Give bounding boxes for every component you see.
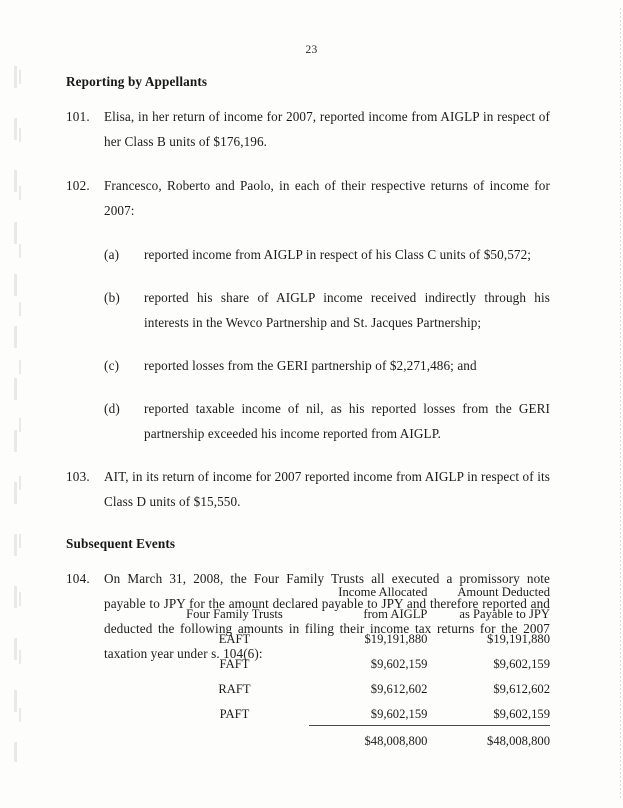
column-header-income-line1: Income Allocated — [338, 585, 428, 599]
column-header-trusts: Four Family Trusts — [186, 606, 283, 621]
paragraph-text: AIT, in its return of income for 2007 re… — [104, 469, 550, 509]
paragraph-101: 101. Elisa, in her return of income for … — [66, 104, 550, 154]
list-item-text: reported taxable income of nil, as his r… — [144, 401, 550, 441]
list-item-marker: (a) — [104, 247, 120, 262]
cell-income-allocated: $9,612,602 — [370, 681, 428, 696]
list-item: (c) reported losses from the GERI partne… — [66, 353, 550, 378]
cell-trust-name: FAFT — [219, 656, 250, 671]
paragraph-103: 103. AIT, in its return of income for 20… — [66, 464, 550, 514]
cell-trust-name: EAFT — [218, 631, 251, 646]
cell-income-allocated: $19,191,880 — [364, 631, 428, 646]
cell-total-amount-deducted: $48,008,800 — [433, 725, 550, 753]
paragraph-102: 102. Francesco, Roberto and Paolo, in ea… — [66, 173, 550, 223]
list-item-marker: (b) — [104, 290, 120, 305]
table-header-row: Four Family Trusts Income Allocated from… — [160, 582, 550, 625]
cell-total-label — [160, 726, 309, 753]
list-item: (b) reported his share of AIGLP income r… — [66, 285, 550, 335]
paragraph-text: Francesco, Roberto and Paolo, in each of… — [104, 178, 550, 218]
table-row: PAFT $9,602,159 $9,602,159 — [160, 700, 550, 726]
section-heading-subsequent-events: Subsequent Events — [66, 536, 176, 551]
table-row: FAFT $9,602,159 $9,602,159 — [160, 650, 550, 675]
cell-income-allocated: $9,602,159 — [370, 706, 428, 721]
paragraph-104: 104. On March 31, 2008, the Four Family … — [66, 566, 550, 666]
paragraph-number: 102. — [66, 178, 90, 193]
trust-amounts-table: Four Family Trusts Income Allocated from… — [160, 582, 550, 753]
list-item-marker: (c) — [104, 358, 120, 373]
column-header-income-line2: from AIGLP — [363, 606, 428, 621]
list-item-text: reported his share of AIGLP income recei… — [144, 290, 550, 330]
table-total-row: $48,008,800 $48,008,800 — [160, 725, 550, 753]
cell-trust-name: PAFT — [219, 707, 250, 721]
paragraph-text: Elisa, in her return of income for 2007,… — [104, 109, 550, 149]
left-margin-scan-artifact — [14, 62, 27, 762]
list-item: (d) reported taxable income of nil, as h… — [66, 396, 550, 446]
list-item-marker: (d) — [104, 401, 120, 416]
section-heading-reporting: Reporting by Appellants — [66, 74, 208, 89]
paragraph-text: On March 31, 2008, the Four Family Trust… — [104, 571, 550, 661]
list-item-text: reported losses from the GERI partnershi… — [144, 358, 477, 373]
left-margin-scan-artifact-2 — [19, 70, 26, 760]
paragraph-number: 103. — [66, 469, 90, 484]
list-item: (a) reported income from AIGLP in respec… — [66, 242, 550, 267]
document-body: Reporting by Appellants 101. Elisa, in h… — [66, 74, 550, 685]
cell-total-income-allocated: $48,008,800 — [308, 725, 434, 753]
right-edge-scan-artifact — [620, 8, 621, 800]
cell-income-allocated: $9,602,159 — [370, 656, 428, 671]
column-header-income-allocated: Income Allocated from AIGLP — [309, 582, 434, 625]
list-item-text: reported income from AIGLP in respect of… — [144, 247, 532, 262]
column-header-deducted-line2: as Payable to JPY — [459, 606, 550, 621]
cell-amount-deducted: $9,602,159 — [493, 656, 550, 671]
paragraph-102-sublist: (a) reported income from AIGLP in respec… — [66, 242, 550, 446]
page-number: 23 — [305, 44, 318, 56]
paragraph-number: 104. — [66, 571, 90, 586]
cell-trust-name: RAFT — [218, 681, 251, 696]
table-row: RAFT $9,612,602 $9,612,602 — [160, 675, 550, 700]
column-header-deducted-line1: Amount Deducted — [457, 585, 550, 599]
cell-amount-deducted: $19,191,880 — [487, 631, 550, 646]
paragraph-number: 101. — [66, 109, 90, 124]
table-row: EAFT $19,191,880 $19,191,880 — [160, 625, 550, 650]
cell-amount-deducted: $9,612,602 — [493, 681, 550, 696]
column-header-amount-deducted: Amount Deducted as Payable to JPY — [433, 582, 550, 625]
cell-amount-deducted: $9,602,159 — [493, 706, 550, 721]
